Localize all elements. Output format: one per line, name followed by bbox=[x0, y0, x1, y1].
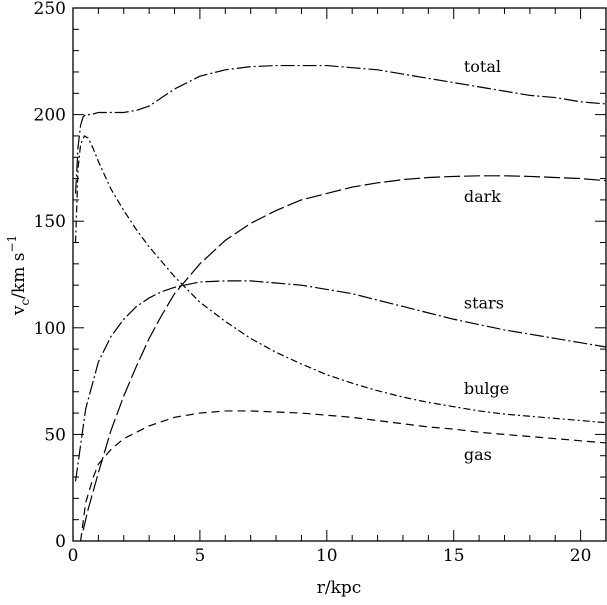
series-label-bulge: bulge bbox=[464, 379, 509, 398]
x-axis-title: r/kpc bbox=[317, 578, 362, 598]
y-tick-label: 50 bbox=[44, 425, 66, 445]
series-line-bulge bbox=[74, 135, 607, 424]
labels-layer: 0 5 10 15 20050100150200250totaldarkstarsbul… bbox=[34, 0, 592, 566]
series-label-gas: gas bbox=[464, 445, 492, 464]
x-tick-label: 10 bbox=[316, 546, 338, 566]
y-tick-label: 0 bbox=[55, 532, 66, 552]
series-line-total bbox=[74, 64, 607, 194]
series-line-stars bbox=[74, 280, 607, 482]
y-tick-label: 250 bbox=[34, 0, 66, 19]
series-label-stars: stars bbox=[464, 294, 504, 313]
x-tick-label: 0 bbox=[68, 546, 79, 566]
curves-layer bbox=[74, 64, 607, 542]
x-tick-label: 20 bbox=[570, 546, 592, 566]
plot-frame bbox=[72, 7, 607, 542]
y-axis-title: vc/km s−1 bbox=[5, 235, 32, 316]
series-label-total: total bbox=[464, 57, 501, 76]
y-axis-title-superscript: −1 bbox=[5, 235, 19, 253]
series-line-gas bbox=[80, 410, 607, 542]
series-label-dark: dark bbox=[464, 187, 501, 206]
y-tick-label: 150 bbox=[34, 212, 66, 232]
series-line-dark bbox=[82, 175, 607, 531]
svg-text:vc/km s−1: vc/km s−1 bbox=[5, 235, 32, 316]
y-tick-label: 100 bbox=[34, 319, 66, 339]
x-tick-label: 15 bbox=[443, 546, 465, 566]
y-axis-title-subscript: c bbox=[18, 299, 32, 306]
y-axis-title-base: v bbox=[9, 305, 29, 316]
ticks-layer bbox=[72, 7, 607, 542]
y-tick-label: 200 bbox=[34, 106, 66, 126]
x-tick-label: 5 bbox=[194, 546, 205, 566]
y-axis-title-rest: /km s bbox=[9, 253, 29, 299]
